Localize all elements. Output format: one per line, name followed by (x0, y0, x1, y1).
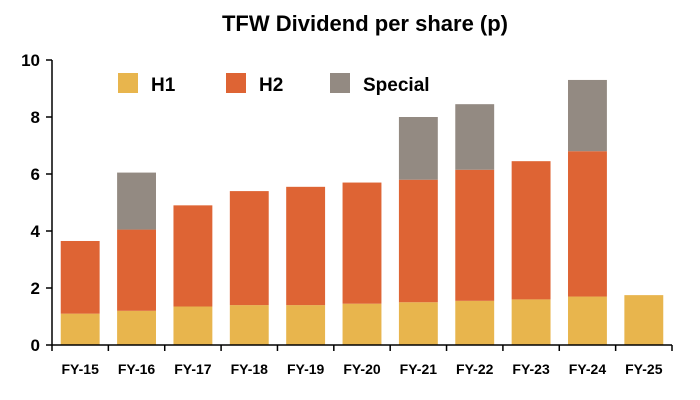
legend-label-special: Special (363, 75, 430, 96)
x-axis: FY-15 FY-16 FY-17 FY-18 FY-19 FY-20 FY-21 FY-22… (51, 344, 673, 377)
y-tick-label: 6 (31, 165, 40, 184)
legend-swatch-h2 (226, 73, 246, 93)
bar-h1-fy-21 (398, 302, 438, 345)
bar-h1-fy-18 (229, 305, 269, 345)
bar-h1-fy-25 (624, 295, 664, 346)
y-tick-label: 8 (31, 108, 40, 127)
x-tick-label: FY-20 (343, 361, 381, 377)
y-tick-label: 2 (31, 279, 40, 298)
y-tick-label: 4 (31, 222, 41, 241)
x-tick-label: FY-15 (62, 361, 100, 377)
bar-h2-fy-16 (117, 229, 156, 311)
x-tick-label: FY-23 (512, 361, 550, 377)
bar-h2-fy-24 (568, 151, 607, 297)
chart-title: TFW Dividend per share (p) (222, 11, 508, 36)
bar-h1-fy-24 (568, 296, 607, 345)
bar-h1-fy-23 (511, 299, 551, 345)
bar-h2-fy-18 (229, 191, 269, 306)
bar-h2-fy-22 (455, 169, 495, 301)
bar-h1-fy-17 (173, 306, 213, 345)
bar-special-fy-21 (398, 117, 438, 180)
legend-swatch-special (330, 73, 350, 93)
y-tick-label: 10 (21, 51, 40, 70)
legend: H1 H2 Special (118, 73, 430, 96)
bar-h2-fy-23 (511, 161, 551, 300)
x-tick-label: FY-18 (231, 361, 269, 377)
bar-h1-fy-22 (455, 300, 495, 345)
bar-special-fy-22 (455, 104, 495, 170)
bar-h2-fy-15 (60, 240, 100, 314)
bar-h2-fy-17 (173, 205, 213, 307)
legend-swatch-h1 (118, 73, 138, 93)
bar-h1-fy-16 (117, 310, 156, 345)
x-tick-label: FY-25 (625, 361, 663, 377)
bar-h2-fy-19 (286, 186, 326, 306)
bar-special-fy-24 (568, 79, 607, 152)
bar-h1-fy-20 (342, 303, 382, 345)
legend-label-h2: H2 (259, 75, 283, 96)
x-tick-label: FY-17 (174, 361, 212, 377)
x-tick-label: FY-19 (287, 361, 325, 377)
y-axis: 0 2 4 6 8 10 (21, 51, 53, 355)
x-tick-label: FY-24 (569, 361, 607, 377)
bar-h2-fy-20 (342, 182, 382, 304)
x-tick-label: FY-22 (456, 361, 494, 377)
bar-h1-fy-19 (286, 305, 326, 345)
x-tick-label: FY-21 (400, 361, 438, 377)
bar-special-fy-16 (117, 172, 156, 230)
bar-h2-fy-21 (398, 179, 438, 303)
bars (60, 79, 664, 346)
legend-label-h1: H1 (151, 75, 176, 96)
y-tick-label: 0 (31, 336, 40, 355)
x-tick-label: FY-16 (118, 361, 156, 377)
bar-h1-fy-15 (60, 313, 100, 345)
